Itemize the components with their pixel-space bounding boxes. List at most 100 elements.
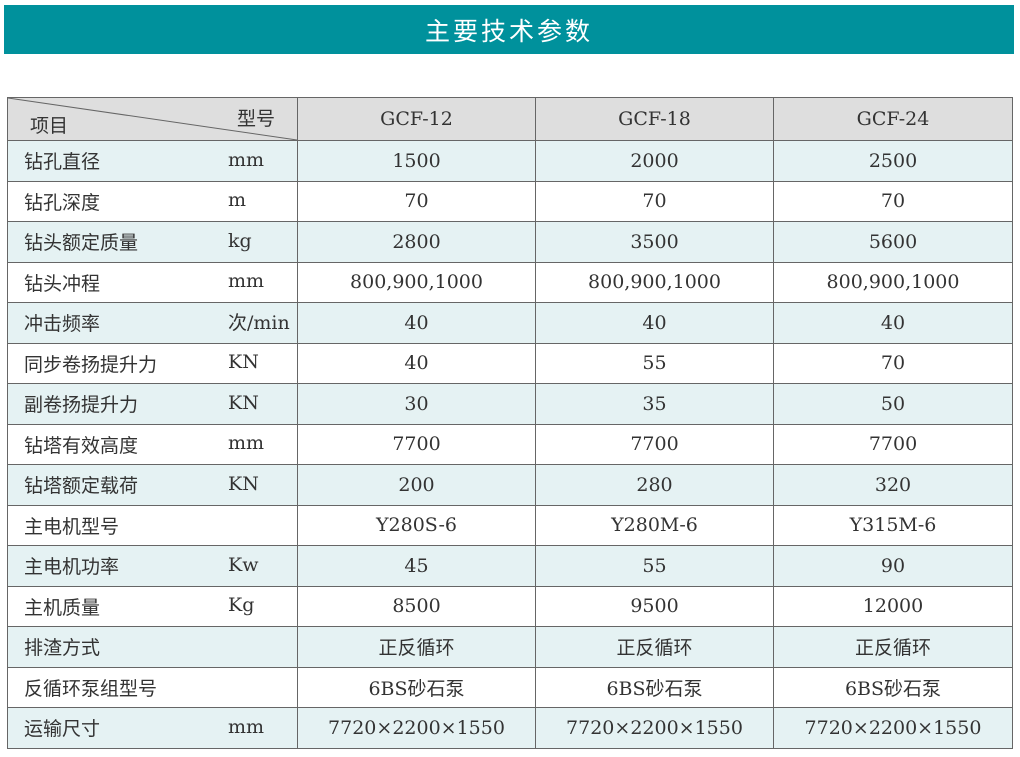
param-unit: m [228,189,247,212]
param-name-cell: 钻塔额定载荷 KN [7,464,298,506]
param-name-cell: 同步卷扬提升力 KN [7,342,298,384]
model-header: GCF-18 [535,97,774,141]
param-name: 冲击频率 [24,313,101,336]
value-cell: 70 [535,180,774,222]
param-name-cell: 钻孔深度 m [7,180,298,222]
value-cell: Y280S-6 [297,504,536,546]
param-name-cell: 反循环泵组型号 [7,666,298,708]
param-unit: Kg [228,594,255,617]
param-unit: mm [228,270,265,293]
value-cell: 30 [297,383,536,425]
table-row: 钻塔额定载荷 KN 200 280 320 [7,464,1013,506]
value-cell: 7720×2200×1550 [297,707,536,749]
value-cell: 5600 [773,221,1013,263]
param-unit: Kw [228,553,259,576]
value-cell: 1500 [297,140,536,182]
param-name-cell: 主电机型号 [7,504,298,546]
value-cell: 90 [773,545,1013,587]
value-cell: 正反循环 [297,626,536,668]
param-name-cell: 主电机功率 Kw [7,545,298,587]
value-cell: 320 [773,464,1013,506]
value-cell: 800,900,1000 [773,261,1013,303]
param-name: 副卷扬提升力 [24,394,139,417]
value-cell: 40 [297,302,536,344]
table-row: 主电机型号 Y280S-6 Y280M-6 Y315M-6 [7,504,1013,546]
value-cell: 200 [297,464,536,506]
value-cell: 2800 [297,221,536,263]
value-cell: 6BS砂石泵 [773,666,1013,708]
table-row: 排渣方式 正反循环 正反循环 正反循环 [7,626,1013,668]
corner-header-cell: 项目 型号 [7,97,298,141]
value-cell: 7720×2200×1550 [773,707,1013,749]
value-cell: 70 [297,180,536,222]
model-header: GCF-24 [773,97,1013,141]
param-unit: KN [228,391,259,414]
param-name-cell: 运输尺寸 mm [7,707,298,749]
table-row: 主机质量 Kg 8500 9500 12000 [7,585,1013,627]
value-cell: Y280M-6 [535,504,774,546]
value-cell: 800,900,1000 [297,261,536,303]
param-name: 钻头冲程 [24,272,101,295]
value-cell: 6BS砂石泵 [297,666,536,708]
value-cell: 正反循环 [773,626,1013,668]
table-row: 钻孔直径 mm 1500 2000 2500 [7,140,1013,182]
param-name-cell: 冲击频率 次/min [7,302,298,344]
param-name: 钻塔有效高度 [24,434,139,457]
value-cell: 800,900,1000 [535,261,774,303]
value-cell: Y315M-6 [773,504,1013,546]
model-label: 型号 [236,108,275,130]
table-row: 运输尺寸 mm 7720×2200×1550 7720×2200×1550 7720×2… [7,707,1013,749]
value-cell: 280 [535,464,774,506]
value-cell: 12000 [773,585,1013,627]
value-cell: 70 [773,342,1013,384]
param-unit: mm [228,148,265,171]
model-header: GCF-12 [297,97,536,141]
value-cell: 45 [297,545,536,587]
spec-table: 项目 型号 GCF-12 GCF-18 GCF-24 钻孔直径 mm 1500 200… [7,97,1013,749]
param-unit: KN [228,351,259,374]
param-name-cell: 副卷扬提升力 KN [7,383,298,425]
param-name: 钻头额定质量 [24,232,139,255]
value-cell: 7700 [535,423,774,465]
value-cell: 7720×2200×1550 [535,707,774,749]
diagonal-divider [8,98,297,140]
param-name-cell: 主机质量 Kg [7,585,298,627]
param-unit: KN [228,472,259,495]
value-cell: 8500 [297,585,536,627]
value-cell: 40 [773,302,1013,344]
param-name: 钻孔直径 [24,151,101,174]
header-row: 项目 型号 GCF-12 GCF-18 GCF-24 [7,97,1013,141]
value-cell: 70 [773,180,1013,222]
table-row: 钻头冲程 mm 800,900,1000 800,900,1000 800,900,10… [7,261,1013,303]
table-row: 钻塔有效高度 mm 7700 7700 7700 [7,423,1013,465]
param-name-cell: 排渣方式 [7,626,298,668]
value-cell: 35 [535,383,774,425]
param-unit: mm [228,432,265,455]
param-name-cell: 钻塔有效高度 mm [7,423,298,465]
table-row: 冲击频率 次/min 40 40 40 [7,302,1013,344]
value-cell: 9500 [535,585,774,627]
param-name: 钻塔额定载荷 [24,475,139,498]
table-row: 反循环泵组型号 6BS砂石泵 6BS砂石泵 6BS砂石泵 [7,666,1013,708]
title-banner: 主要技术参数 [4,5,1014,54]
value-cell: 6BS砂石泵 [535,666,774,708]
value-cell: 3500 [535,221,774,263]
table-row: 钻孔深度 m 70 70 70 [7,180,1013,222]
param-name: 运输尺寸 [24,718,101,741]
value-cell: 7700 [773,423,1013,465]
param-name: 排渣方式 [24,637,101,660]
page-title: 主要技术参数 [424,16,593,46]
param-name: 主电机功率 [24,556,120,579]
value-cell: 2500 [773,140,1013,182]
value-cell: 50 [773,383,1013,425]
param-name-cell: 钻孔直径 mm [7,140,298,182]
value-cell: 40 [297,342,536,384]
value-cell: 55 [535,545,774,587]
param-unit: kg [228,229,252,252]
value-cell: 55 [535,342,774,384]
param-name: 反循环泵组型号 [24,677,158,700]
table-row: 主电机功率 Kw 45 55 90 [7,545,1013,587]
param-name: 主电机型号 [24,515,120,538]
param-unit: mm [228,715,265,738]
value-cell: 40 [535,302,774,344]
